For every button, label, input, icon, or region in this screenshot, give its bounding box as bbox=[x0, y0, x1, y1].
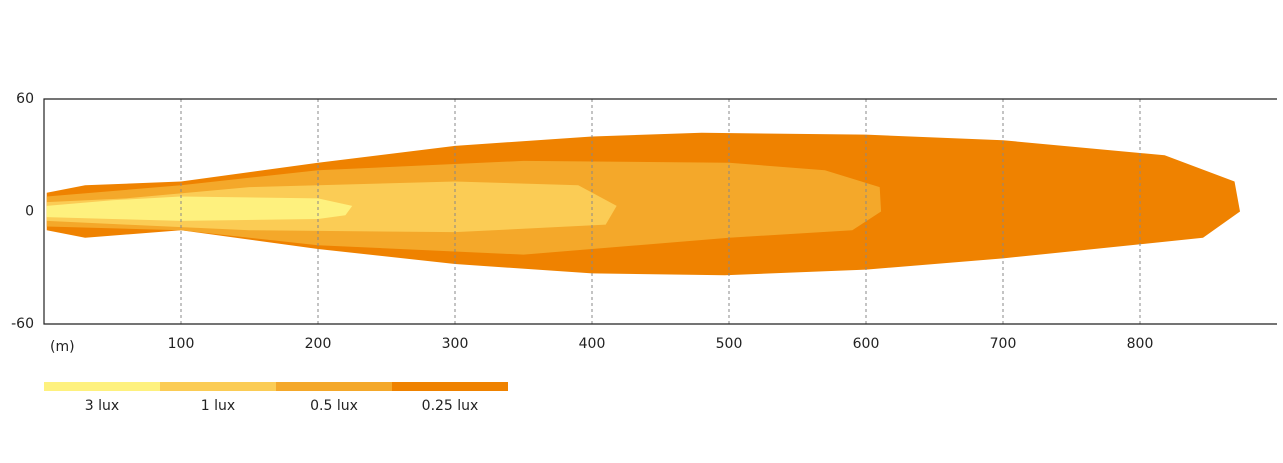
x-tick-label: 800 bbox=[1127, 336, 1154, 352]
x-tick-label: 400 bbox=[579, 336, 606, 352]
x-axis-label: (m) bbox=[50, 339, 75, 355]
legend-swatch bbox=[392, 382, 508, 391]
y-tick-label: 60 bbox=[16, 91, 34, 107]
legend-swatch bbox=[276, 382, 392, 391]
x-tick-label: 100 bbox=[168, 336, 195, 352]
legend-label: 0.5 lux bbox=[310, 398, 358, 414]
isolux-area bbox=[46, 196, 353, 221]
x-tick-label: 200 bbox=[305, 336, 332, 352]
legend-label: 0.25 lux bbox=[422, 398, 479, 414]
legend-label: 3 lux bbox=[85, 398, 119, 414]
y-tick-label: 0 bbox=[25, 204, 34, 220]
x-tick-label: 600 bbox=[853, 336, 880, 352]
legend-swatch bbox=[44, 382, 160, 391]
y-tick-label: -60 bbox=[11, 316, 34, 332]
x-tick-label: 500 bbox=[716, 336, 743, 352]
legend-swatch bbox=[160, 382, 276, 391]
axis-frame bbox=[43, 98, 1277, 325]
x-tick-label: 300 bbox=[442, 336, 469, 352]
x-tick-label: 700 bbox=[990, 336, 1017, 352]
legend-label: 1 lux bbox=[201, 398, 235, 414]
